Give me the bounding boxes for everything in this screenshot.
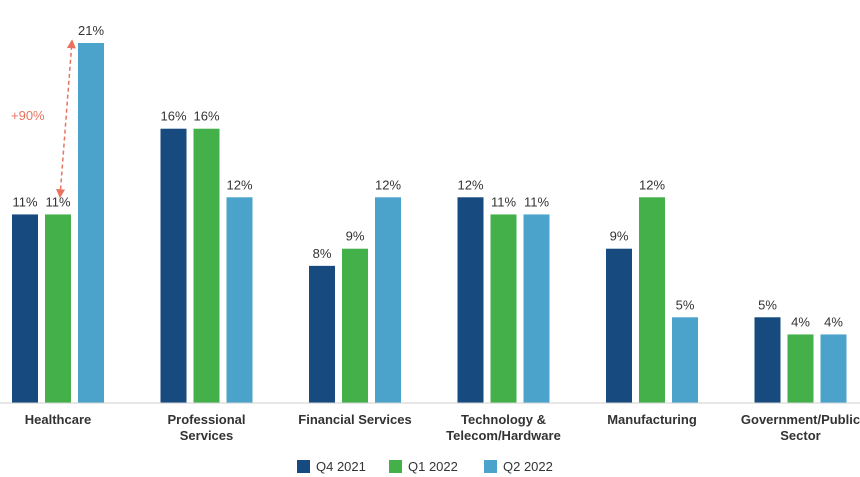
bar-value-label: 9% xyxy=(610,229,629,244)
bar-value-label: 12% xyxy=(375,177,401,192)
bar-q1-2022 xyxy=(193,128,220,403)
category-label: Services xyxy=(180,428,234,443)
bar-q1-2022 xyxy=(45,214,71,403)
bar-value-label: 11% xyxy=(45,194,70,209)
legend-swatch xyxy=(389,460,402,473)
legend-label: Q2 2022 xyxy=(503,459,553,474)
category-label: Professional xyxy=(167,412,245,427)
bar-q2-2022 xyxy=(820,334,847,403)
category-label: Manufacturing xyxy=(607,412,697,427)
category-label: Government/Public xyxy=(741,412,860,427)
value-labels-group: 11% 11% 21% 16% 16% 12% 8% 9% 12% 12% 11% 11% 9% 12% 5… xyxy=(12,23,843,329)
category-label: Technology & xyxy=(461,412,546,427)
bar-value-label: 5% xyxy=(758,297,777,312)
bars-group xyxy=(12,43,847,403)
bar-q2-2022 xyxy=(226,197,253,403)
category-label: Telecom/Hardware xyxy=(446,428,561,443)
legend-label: Q4 2021 xyxy=(316,459,366,474)
category-label: Financial Services xyxy=(298,412,411,427)
bar-value-label: 12% xyxy=(226,177,252,192)
bar-value-label: 4% xyxy=(824,314,843,329)
bar-value-label: 9% xyxy=(346,229,365,244)
growth-arrow xyxy=(56,39,76,199)
growth-annotation: +90% xyxy=(11,39,76,199)
legend-label: Q1 2022 xyxy=(408,459,458,474)
bar-value-label: 8% xyxy=(313,246,332,261)
legend-swatch xyxy=(297,460,310,473)
bar-q4-2021 xyxy=(12,214,38,403)
bar-value-label: 12% xyxy=(639,177,665,192)
bar-value-label: 11% xyxy=(491,194,516,209)
bar-q1-2022 xyxy=(787,334,814,403)
bar-value-label: 12% xyxy=(457,177,483,192)
bar-q1-2022 xyxy=(342,248,368,403)
bar-q4-2021 xyxy=(754,317,781,403)
bar-q2-2022 xyxy=(672,317,698,403)
category-label: Healthcare xyxy=(25,412,91,427)
bar-q2-2022 xyxy=(375,197,401,403)
bar-q1-2022 xyxy=(490,214,517,403)
legend: Q4 2021 Q1 2022 Q2 2022 xyxy=(297,459,553,474)
bar-value-label: 11% xyxy=(12,194,37,209)
bar-q2-2022 xyxy=(78,43,104,403)
bar-value-label: 4% xyxy=(791,314,810,329)
category-label: Sector xyxy=(780,428,820,443)
bar-q4-2021 xyxy=(160,128,187,403)
bar-value-label: 16% xyxy=(160,109,186,124)
bar-value-label: 5% xyxy=(676,297,695,312)
bar-q2-2022 xyxy=(523,214,550,403)
bar-q4-2021 xyxy=(309,265,335,403)
bar-value-label: 16% xyxy=(193,109,219,124)
legend-swatch xyxy=(484,460,497,473)
bar-value-label: 21% xyxy=(78,23,104,38)
bar-q1-2022 xyxy=(639,197,665,403)
growth-annotation-label: +90% xyxy=(11,108,45,123)
bar-value-label: 11% xyxy=(524,194,549,209)
bar-q4-2021 xyxy=(457,197,484,403)
bar-q4-2021 xyxy=(606,248,632,403)
